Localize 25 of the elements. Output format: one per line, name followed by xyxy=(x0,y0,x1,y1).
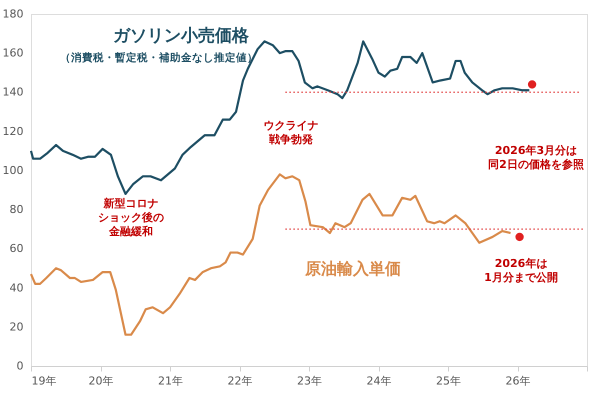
x-tick-label: 23年 xyxy=(297,374,322,388)
y-tick-label: 120 xyxy=(2,124,24,138)
annotation: 2026年3月分は同2日の価格を参照 xyxy=(488,144,584,171)
x-tick-label: 19年 xyxy=(32,374,56,388)
x-tick-label: 20年 xyxy=(88,374,114,388)
x-tick-label: 25年 xyxy=(436,374,461,388)
y-tick-label: 180 xyxy=(2,8,24,20)
x-tick-label: 24年 xyxy=(366,374,392,388)
y-tick-label: 40 xyxy=(10,281,24,294)
annotation: 2026年は1月分まで公開 xyxy=(484,257,558,284)
y-tick-label: 20 xyxy=(10,320,24,334)
y-tick-label: 140 xyxy=(2,86,24,99)
y-tick-label: 160 xyxy=(2,46,24,60)
y-tick-label: 80 xyxy=(10,203,24,216)
annotation: （消費税・暫定税・補助金なし推定値） xyxy=(60,51,258,64)
series-label: ガソリン小売価格 xyxy=(113,26,250,46)
y-tick-label: 60 xyxy=(10,242,24,256)
annotation: 新型コロナショック後の金融緩和 xyxy=(98,197,164,238)
x-tick-label: 21年 xyxy=(158,374,183,388)
x-tick-label: 26年 xyxy=(506,374,530,388)
text: 原油輸入単価 xyxy=(304,259,401,278)
y-tick-label: 100 xyxy=(2,164,24,177)
annotation: ウクライナ戦争勃発 xyxy=(264,119,318,146)
y-tick-label: 0 xyxy=(16,360,24,372)
x-tick-label: 22年 xyxy=(228,374,252,388)
